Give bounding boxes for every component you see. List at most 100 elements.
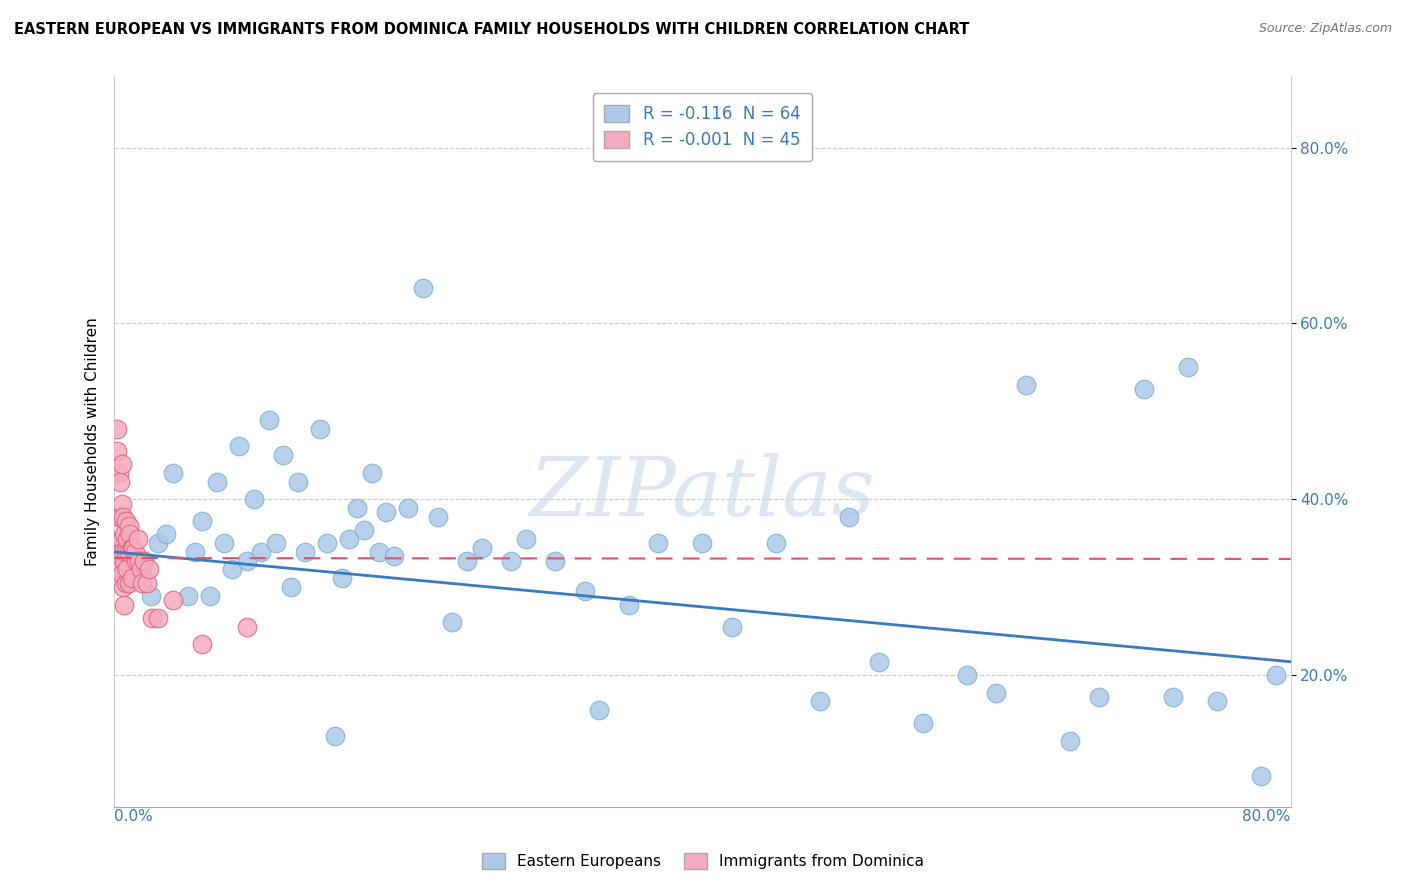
Point	[118, 518, 141, 533]
Point	[456, 554, 478, 568]
Point	[243, 492, 266, 507]
Point	[838, 509, 860, 524]
Point	[720, 619, 742, 633]
Point	[471, 541, 494, 555]
Point	[1206, 694, 1229, 708]
Point	[360, 466, 382, 480]
Point	[105, 422, 128, 436]
Point	[132, 554, 155, 568]
Point	[1177, 360, 1199, 375]
Point	[108, 475, 131, 489]
Point	[574, 584, 596, 599]
Point	[148, 536, 170, 550]
Point	[911, 716, 934, 731]
Point	[309, 422, 332, 436]
Point	[316, 536, 339, 550]
Point	[108, 562, 131, 576]
Point	[115, 575, 138, 590]
Point	[131, 575, 153, 590]
Point	[120, 527, 142, 541]
Point	[117, 532, 139, 546]
Point	[330, 571, 353, 585]
Point	[141, 611, 163, 625]
Point	[367, 545, 389, 559]
Point	[107, 536, 129, 550]
Point	[132, 554, 155, 568]
Point	[287, 475, 309, 489]
Point	[162, 466, 184, 480]
Point	[956, 668, 979, 682]
Point	[121, 541, 143, 555]
Point	[214, 536, 236, 550]
Point	[235, 554, 257, 568]
Point	[191, 514, 214, 528]
Point	[122, 541, 145, 555]
Point	[221, 562, 243, 576]
Point	[1088, 690, 1111, 704]
Point	[139, 589, 162, 603]
Point	[110, 532, 132, 546]
Point	[198, 589, 221, 603]
Point	[129, 562, 152, 576]
Y-axis label: Family Households with Children: Family Households with Children	[86, 318, 100, 566]
Point	[107, 466, 129, 480]
Text: EASTERN EUROPEAN VS IMMIGRANTS FROM DOMINICA FAMILY HOUSEHOLDS WITH CHILDREN COR: EASTERN EUROPEAN VS IMMIGRANTS FROM DOMI…	[14, 22, 969, 37]
Point	[617, 598, 640, 612]
Point	[1015, 378, 1038, 392]
Point	[118, 575, 141, 590]
Point	[107, 509, 129, 524]
Point	[264, 536, 287, 550]
Text: 0.0%: 0.0%	[114, 809, 153, 824]
Point	[501, 554, 523, 568]
Point	[110, 566, 132, 581]
Point	[250, 545, 273, 559]
Point	[115, 545, 138, 559]
Point	[111, 509, 134, 524]
Point	[184, 545, 207, 559]
Point	[138, 562, 160, 576]
Point	[105, 443, 128, 458]
Point	[1264, 668, 1286, 682]
Point	[114, 554, 136, 568]
Point	[228, 440, 250, 454]
Point	[441, 615, 464, 630]
Point	[115, 514, 138, 528]
Point	[588, 703, 610, 717]
Point	[346, 500, 368, 515]
Legend: Eastern Europeans, Immigrants from Dominica: Eastern Europeans, Immigrants from Domin…	[475, 847, 931, 875]
Point	[128, 554, 150, 568]
Point	[353, 523, 375, 537]
Point	[294, 545, 316, 559]
Point	[111, 580, 134, 594]
Point	[108, 532, 131, 546]
Point	[382, 549, 405, 564]
Point	[647, 536, 669, 550]
Point	[339, 532, 361, 546]
Point	[375, 505, 398, 519]
Point	[396, 500, 419, 515]
Point	[412, 281, 434, 295]
Text: Source: ZipAtlas.com: Source: ZipAtlas.com	[1258, 22, 1392, 36]
Point	[110, 457, 132, 471]
Point	[271, 448, 294, 462]
Point	[692, 536, 714, 550]
Point	[127, 532, 149, 546]
Point	[177, 589, 200, 603]
Point	[426, 509, 449, 524]
Point	[155, 527, 177, 541]
Point	[118, 545, 141, 559]
Point	[162, 593, 184, 607]
Point	[114, 527, 136, 541]
Point	[808, 694, 831, 708]
Point	[323, 730, 346, 744]
Point	[257, 413, 280, 427]
Point	[1059, 734, 1081, 748]
Point	[114, 598, 136, 612]
Point	[125, 554, 148, 568]
Point	[205, 475, 228, 489]
Point	[868, 655, 890, 669]
Point	[148, 611, 170, 625]
Point	[110, 497, 132, 511]
Point	[124, 545, 146, 559]
Point	[280, 580, 302, 594]
